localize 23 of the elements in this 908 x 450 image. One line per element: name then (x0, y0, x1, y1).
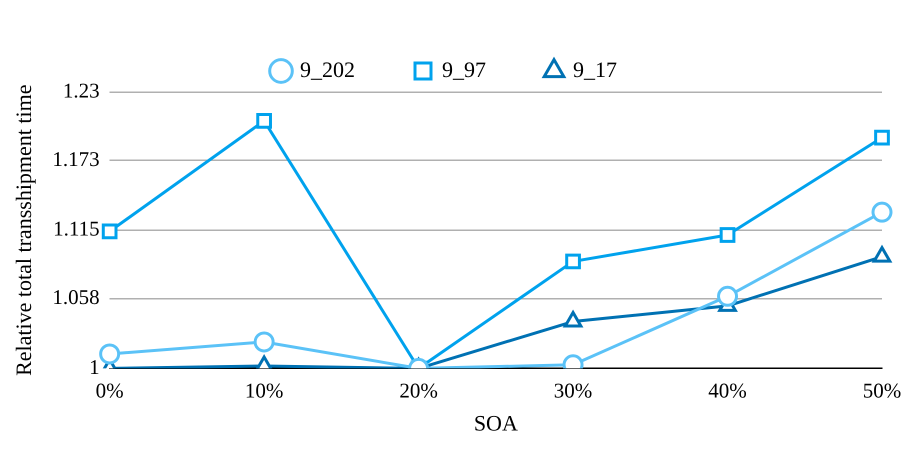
point (564, 311, 582, 328)
y-tick-label: 1.115 (53, 216, 100, 241)
y-tick-label: 1 (89, 354, 100, 379)
x-tick-label: 10% (244, 378, 284, 403)
legend-label: 9_17 (573, 56, 617, 82)
point (720, 227, 736, 243)
legend-label: 9_97 (442, 56, 486, 82)
y-tick-label: 1.058 (52, 285, 100, 310)
x-tick-label: 40% (708, 378, 747, 403)
x-axis-title: SOA (474, 410, 518, 436)
legend-label: 9_202 (300, 56, 355, 82)
x-tick-label: 20% (399, 378, 438, 403)
point (872, 246, 892, 263)
point (565, 254, 581, 270)
point (874, 130, 890, 146)
point (102, 224, 118, 240)
x-tick-label: 30% (554, 378, 592, 403)
y-tick-label: 1.173 (52, 147, 100, 172)
point (872, 202, 892, 223)
x-tick-label: 0% (96, 378, 124, 403)
y-tick-label: 1.23 (62, 78, 100, 103)
x-tick-label: 50% (862, 378, 902, 403)
y-axis-title: Relative total transshipment time (10, 84, 36, 376)
